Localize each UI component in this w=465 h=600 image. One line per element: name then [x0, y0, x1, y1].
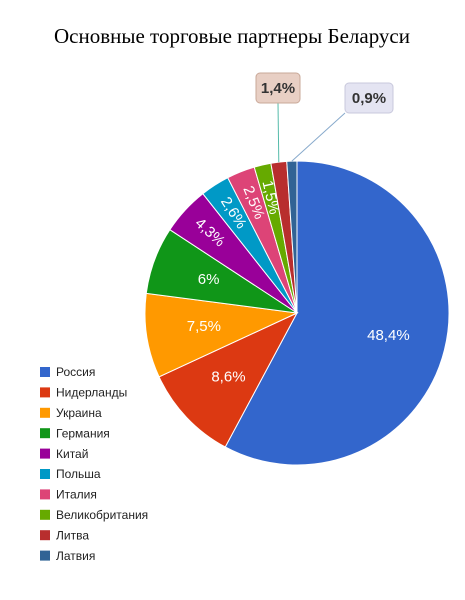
pie-slice — [158, 311, 299, 448]
slice-label: 7,5% — [187, 318, 221, 335]
slice-label: 6% — [198, 271, 220, 288]
legend-label: Литва — [56, 528, 89, 542]
legend-swatch — [40, 489, 50, 500]
callout-label: 0,9% — [352, 90, 386, 107]
legend-label: Италия — [56, 488, 97, 502]
legend-swatch — [40, 469, 50, 479]
legend-swatch — [40, 428, 50, 439]
callout-label: 1,4% — [261, 80, 295, 97]
legend-swatch — [40, 407, 50, 418]
callout-line — [277, 102, 280, 163]
slice-label: 48,4% — [367, 327, 410, 344]
legend-label: Россия — [56, 365, 95, 379]
legend-label: Великобритания — [56, 508, 148, 522]
chart-title: Основные торговые партнеры Беларуси — [54, 24, 410, 48]
legend-swatch — [40, 387, 50, 398]
legend-swatch — [40, 448, 50, 459]
legend-swatch — [40, 550, 50, 561]
legend-label: Германия — [56, 426, 110, 440]
legend-label: Китай — [56, 447, 88, 461]
callout-box — [344, 82, 394, 114]
pie-slice — [144, 292, 299, 378]
callout-box — [255, 72, 301, 104]
legend-swatch — [40, 509, 50, 520]
legend-label: Польша — [56, 467, 101, 481]
pie-slice — [224, 160, 450, 466]
legend-label: Латвия — [56, 549, 95, 563]
legend-label: Украина — [56, 406, 102, 420]
legend-swatch — [40, 367, 50, 377]
legend-swatch — [40, 530, 50, 541]
callout-line — [291, 112, 346, 162]
slice-label: 8,6% — [211, 369, 245, 386]
legend-label: Нидерланды — [56, 386, 127, 400]
